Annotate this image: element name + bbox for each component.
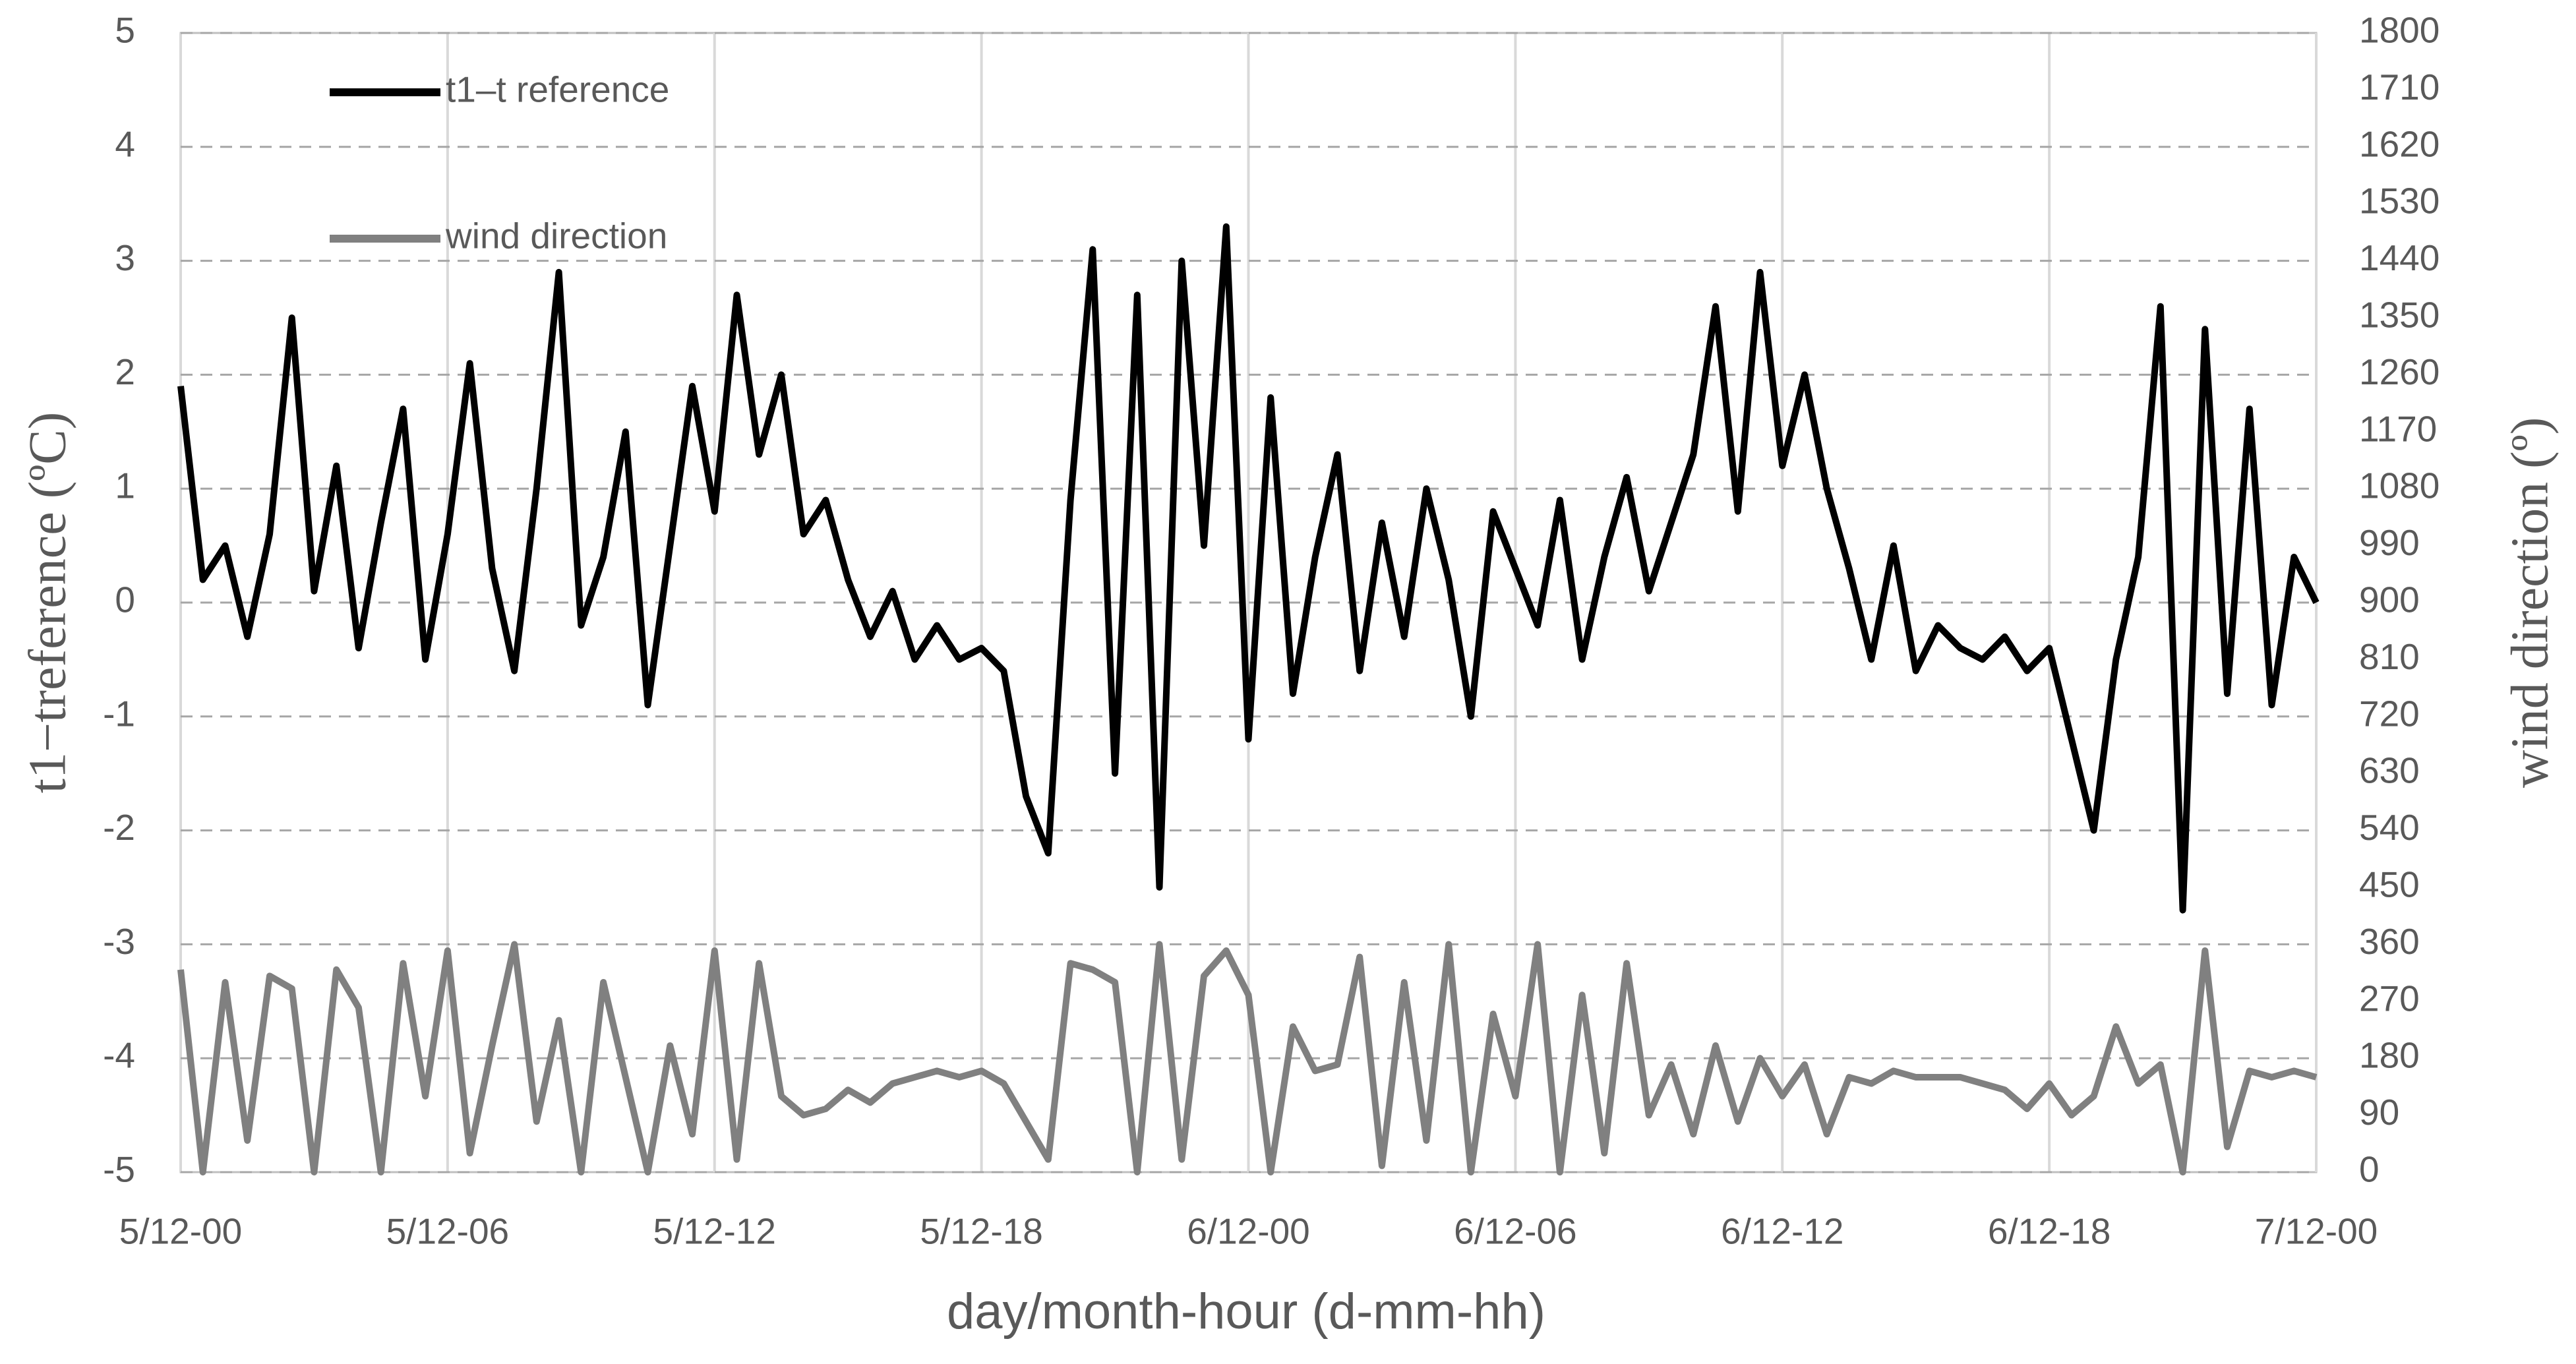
x-tick-label: 5/12-18	[920, 1211, 1043, 1252]
y-tick-label: 5	[115, 10, 135, 51]
y2-tick-label: 1080	[2359, 465, 2440, 506]
y-tick-label: -2	[103, 807, 135, 848]
y2-tick-label: 0	[2359, 1149, 2380, 1190]
y-tick-label: -1	[103, 693, 135, 734]
y2-tick-label: 900	[2359, 579, 2420, 620]
y2-tick-label: 360	[2359, 921, 2420, 962]
y-tick-label: -5	[103, 1149, 135, 1190]
y2-tick-label: 90	[2359, 1092, 2399, 1133]
y2-tick-label: 720	[2359, 693, 2420, 734]
y2-tick-label: 1710	[2359, 67, 2440, 107]
series-line	[177, 941, 2318, 1175]
y2-tick-label: 630	[2359, 750, 2420, 791]
y-tick-label: 2	[115, 351, 135, 392]
y2-tick-label: 1260	[2359, 351, 2440, 392]
y-tick-label: -3	[103, 921, 135, 962]
x-axis-label: day/month-hour (d-mm-hh)	[947, 1284, 1545, 1340]
y2-axis-label: wind direction (º)	[2501, 417, 2559, 788]
y-tick-label: 0	[115, 579, 135, 620]
y2-tick-label: 1530	[2359, 181, 2440, 222]
y2-tick-label: 540	[2359, 807, 2420, 848]
y2-tick-label: 810	[2359, 636, 2420, 677]
y-axis-label: t1−treference (ºC)	[18, 412, 76, 793]
legend-label: wind direction	[445, 216, 667, 256]
y-tick-label: 4	[115, 123, 135, 164]
x-tick-label: 6/12-18	[1988, 1211, 2111, 1252]
x-tick-label: 5/12-12	[653, 1211, 776, 1252]
x-tick-label: 6/12-00	[1187, 1211, 1310, 1252]
y2-tick-label: 180	[2359, 1035, 2420, 1076]
y2-tick-label: 1350	[2359, 295, 2440, 336]
series-line	[177, 223, 2320, 914]
y2-tick-label: 1800	[2359, 10, 2440, 51]
x-tick-label: 6/12-12	[1721, 1211, 1844, 1252]
y2-tick-label: 1170	[2359, 408, 2437, 449]
y2-tick-label: 450	[2359, 864, 2420, 905]
y2-tick-label: 1440	[2359, 237, 2440, 278]
legend-label: t1–t reference	[446, 69, 669, 110]
y-tick-label: -4	[103, 1035, 135, 1076]
y2-tick-label: 1620	[2359, 123, 2440, 164]
y-tick-label: 3	[115, 237, 135, 278]
x-tick-label: 7/12-00	[2255, 1211, 2378, 1252]
x-tick-label: 5/12-00	[119, 1211, 243, 1252]
x-tick-label: 5/12-06	[386, 1211, 510, 1252]
x-tick-label: 6/12-06	[1454, 1211, 1577, 1252]
y2-tick-label: 270	[2359, 978, 2420, 1019]
y2-tick-label: 990	[2359, 522, 2420, 563]
y-tick-label: 1	[115, 465, 135, 506]
